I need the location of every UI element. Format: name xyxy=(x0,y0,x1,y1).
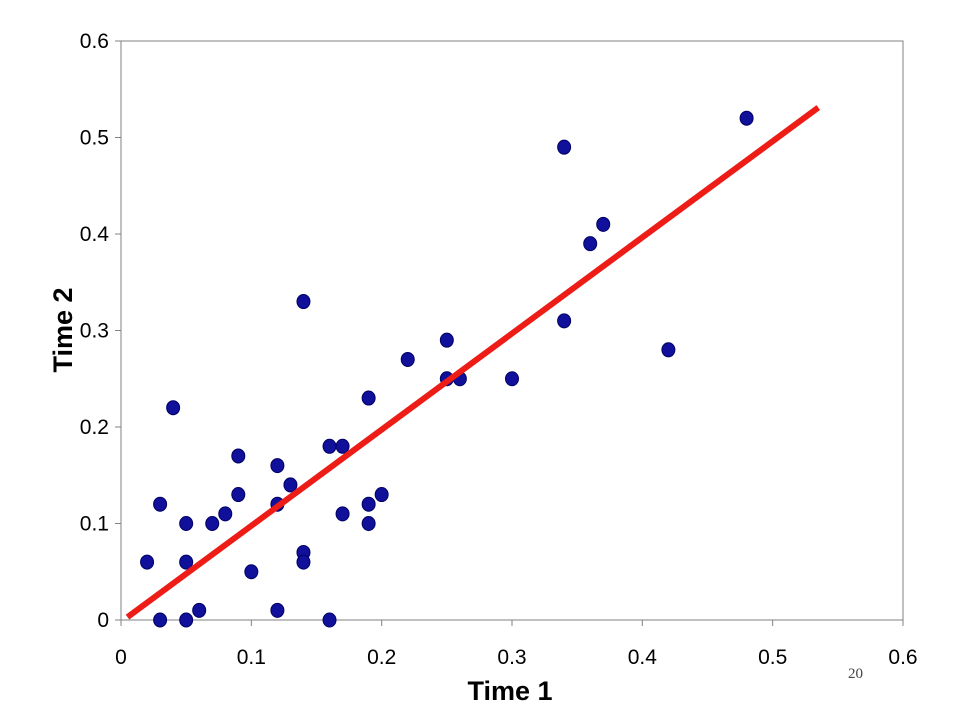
data-point xyxy=(505,371,519,387)
data-point xyxy=(583,236,598,252)
x-axis: 0 0.1 0.2 0.3 0.4 0.5 0.6 xyxy=(115,619,918,669)
x-tick-label: 0.4 xyxy=(628,646,658,669)
y-tick-label: 0.3 xyxy=(80,320,109,343)
y-axis-title: Time 2 xyxy=(48,287,78,372)
data-point xyxy=(218,506,233,522)
data-points xyxy=(140,110,754,628)
data-point xyxy=(140,554,155,570)
data-point xyxy=(283,477,298,493)
y-tick-label: 0.2 xyxy=(80,416,109,439)
data-point xyxy=(322,612,337,628)
data-point xyxy=(296,554,311,570)
data-point xyxy=(244,564,259,580)
y-tick-label: 0 xyxy=(97,609,109,632)
data-point xyxy=(179,612,194,628)
data-point xyxy=(596,216,611,232)
y-tick-label: 0.5 xyxy=(80,127,109,150)
data-point xyxy=(205,516,220,531)
slide-number: 20 xyxy=(848,666,863,682)
data-point xyxy=(400,351,415,367)
data-point xyxy=(361,516,376,531)
data-point xyxy=(739,110,754,126)
data-point xyxy=(192,602,207,618)
data-point xyxy=(179,516,194,531)
y-tick-label: 0.1 xyxy=(80,513,109,536)
data-point xyxy=(374,487,389,503)
data-point xyxy=(296,294,311,310)
data-point xyxy=(439,332,454,348)
x-tick-label: 0.3 xyxy=(497,646,526,669)
data-point xyxy=(322,438,337,454)
data-point xyxy=(179,554,194,570)
data-point xyxy=(361,390,376,406)
x-tick-label: 0.6 xyxy=(888,646,917,669)
y-tick-label: 0.4 xyxy=(80,223,110,246)
x-tick-label: 0.1 xyxy=(237,646,266,669)
trend-line xyxy=(125,105,821,620)
data-point xyxy=(335,506,350,522)
y-axis: 0 0.1 0.2 0.3 0.4 0.5 0.6 xyxy=(80,30,122,632)
data-point xyxy=(153,612,168,628)
data-point xyxy=(557,313,572,329)
x-tick-label: 0.2 xyxy=(367,646,396,669)
x-tick-label: 0.5 xyxy=(758,646,787,669)
data-point xyxy=(270,458,285,474)
x-axis-title: Time 1 xyxy=(467,676,552,706)
x-tick-label: 0 xyxy=(115,646,127,669)
data-point xyxy=(335,438,350,454)
data-point xyxy=(270,602,285,618)
data-point xyxy=(231,487,246,503)
data-point xyxy=(661,342,676,358)
y-tick-label: 0.6 xyxy=(80,30,109,53)
data-point xyxy=(153,496,168,512)
data-point xyxy=(557,139,572,155)
data-point xyxy=(231,448,246,464)
data-point xyxy=(166,400,181,416)
data-point xyxy=(361,496,376,512)
